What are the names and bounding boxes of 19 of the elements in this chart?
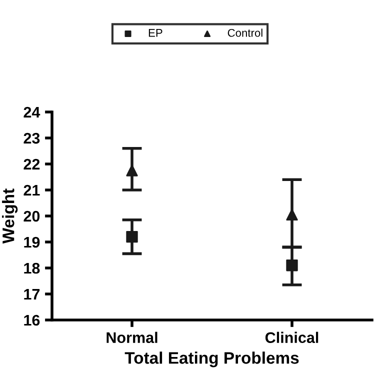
y-tick-label: 18 <box>24 262 40 274</box>
point <box>126 164 138 176</box>
legend-label: Control <box>228 28 262 37</box>
y-tick-label: 24 <box>24 106 40 118</box>
x-axis-title: Total Eating Problems <box>124 352 299 368</box>
y-tick-label: 22 <box>24 158 40 170</box>
legend-label: EP <box>148 29 162 37</box>
y-tick-label: 16 <box>24 314 40 326</box>
x-tick-label: Clinical <box>265 332 318 344</box>
x-tick-label: Normal <box>106 332 158 344</box>
y-tick-label: 19 <box>24 236 40 248</box>
y-tick-label: 20 <box>24 210 40 222</box>
y-tick-label: 17 <box>24 289 40 300</box>
y-tick-label: 23 <box>24 132 40 144</box>
point <box>126 230 138 243</box>
y-tick-label: 21 <box>24 184 40 196</box>
point <box>286 208 298 221</box>
point <box>286 260 298 272</box>
y-axis-title: Weight <box>2 188 18 244</box>
